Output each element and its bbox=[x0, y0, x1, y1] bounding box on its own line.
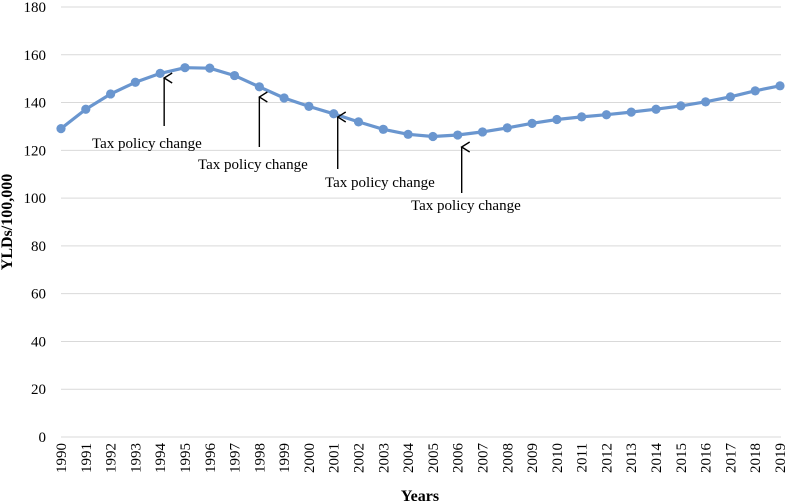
x-axis-title: Years bbox=[401, 488, 439, 504]
data-point-2003 bbox=[378, 124, 388, 134]
data-point-2006 bbox=[453, 130, 463, 140]
data-point-2018 bbox=[750, 86, 760, 96]
data-point-2007 bbox=[477, 127, 488, 137]
x-tick-label: 1995 bbox=[178, 443, 194, 473]
x-tick-label: 2013 bbox=[624, 443, 640, 473]
x-axis-ticks: 1990 1991 1992 1993 1994 1995 1996 1997 1998 1999… bbox=[54, 443, 787, 474]
y-tick-label: 0 bbox=[39, 430, 47, 446]
data-point-2009 bbox=[527, 118, 537, 128]
data-point-1997 bbox=[229, 70, 240, 81]
data-point-1993 bbox=[130, 77, 140, 87]
data-point-2002 bbox=[353, 117, 364, 127]
data-point-2016 bbox=[701, 97, 711, 107]
x-tick-label: 2018 bbox=[748, 443, 764, 473]
series bbox=[56, 63, 785, 142]
y-tick-label: 140 bbox=[24, 96, 47, 112]
x-tick-label: 1993 bbox=[128, 443, 144, 473]
x-tick-label: 2005 bbox=[426, 443, 442, 473]
x-tick-label: 2017 bbox=[723, 443, 739, 474]
data-point-2008 bbox=[502, 123, 512, 133]
data-point-2011 bbox=[577, 112, 587, 122]
x-tick-label: 2015 bbox=[674, 443, 690, 473]
y-tick-label: 40 bbox=[31, 334, 46, 350]
data-point-1994 bbox=[155, 68, 165, 79]
x-tick-label: 2014 bbox=[649, 443, 665, 474]
x-tick-label: 1994 bbox=[153, 443, 169, 474]
y-axis-ticks: 0 20 40 60 80 100 120 140 160 180 bbox=[24, 0, 47, 446]
y-tick-label: 180 bbox=[24, 0, 47, 16]
y-tick-label: 160 bbox=[24, 48, 47, 64]
data-point-2017 bbox=[725, 92, 736, 102]
y-tick-label: 120 bbox=[24, 143, 47, 159]
x-tick-label: 2016 bbox=[699, 443, 715, 474]
annotation-label: Tax policy change bbox=[92, 136, 202, 152]
data-point-2001 bbox=[329, 109, 339, 119]
y-axis-title: YLDs/100,000 bbox=[0, 174, 16, 270]
y-tick-label: 80 bbox=[31, 239, 46, 255]
data-point-2012 bbox=[601, 110, 612, 120]
x-tick-label: 2011 bbox=[575, 443, 591, 472]
data-point-2000 bbox=[304, 101, 314, 111]
data-point-1991 bbox=[81, 104, 91, 114]
x-tick-label: 1991 bbox=[79, 443, 95, 473]
x-tick-label: 2006 bbox=[451, 443, 467, 474]
data-point-1999 bbox=[279, 93, 289, 103]
x-tick-label: 1998 bbox=[252, 443, 268, 473]
data-point-2015 bbox=[676, 101, 686, 111]
gridlines bbox=[61, 6, 781, 438]
data-point-2019 bbox=[775, 81, 785, 91]
x-tick-label: 1999 bbox=[277, 443, 293, 473]
data-point-1992 bbox=[105, 89, 116, 99]
x-tick-label: 1992 bbox=[104, 443, 120, 473]
x-tick-label: 2004 bbox=[401, 443, 417, 474]
x-tick-label: 2008 bbox=[500, 443, 516, 473]
x-tick-label: 2000 bbox=[302, 443, 318, 473]
x-tick-label: 2001 bbox=[327, 443, 343, 473]
annotation-label: Tax policy change bbox=[325, 175, 435, 191]
data-point-1995 bbox=[180, 63, 190, 73]
data-point-1990 bbox=[56, 123, 66, 134]
annotations: Tax policy change Tax policy change Tax po… bbox=[92, 78, 521, 214]
data-point-2010 bbox=[552, 114, 562, 125]
x-tick-label: 2009 bbox=[525, 443, 541, 473]
x-tick-label: 1990 bbox=[54, 443, 70, 473]
x-tick-label: 2012 bbox=[599, 443, 615, 473]
x-tick-label: 2010 bbox=[550, 443, 566, 473]
annotation-label: Tax policy change bbox=[411, 198, 521, 214]
y-tick-label: 60 bbox=[31, 287, 46, 303]
y-tick-label: 100 bbox=[24, 191, 47, 207]
annotation-label: Tax policy change bbox=[198, 157, 308, 173]
y-tick-label: 20 bbox=[31, 382, 46, 398]
data-point-1998 bbox=[254, 82, 264, 92]
x-tick-label: 1997 bbox=[228, 443, 244, 474]
x-tick-label: 2019 bbox=[773, 443, 787, 473]
data-point-2013 bbox=[626, 107, 636, 117]
data-point-1996 bbox=[205, 63, 215, 73]
x-tick-label: 2002 bbox=[352, 443, 368, 473]
data-point-2014 bbox=[651, 104, 661, 114]
data-point-2005 bbox=[428, 131, 438, 142]
x-tick-label: 2007 bbox=[475, 443, 491, 474]
x-tick-label: 1996 bbox=[203, 443, 219, 474]
x-tick-label: 2003 bbox=[376, 443, 392, 473]
data-point-2004 bbox=[403, 129, 413, 139]
